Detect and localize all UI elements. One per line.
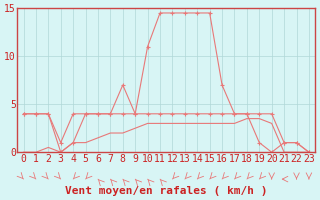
X-axis label: Vent moyen/en rafales ( km/h ): Vent moyen/en rafales ( km/h ) — [65, 186, 268, 196]
